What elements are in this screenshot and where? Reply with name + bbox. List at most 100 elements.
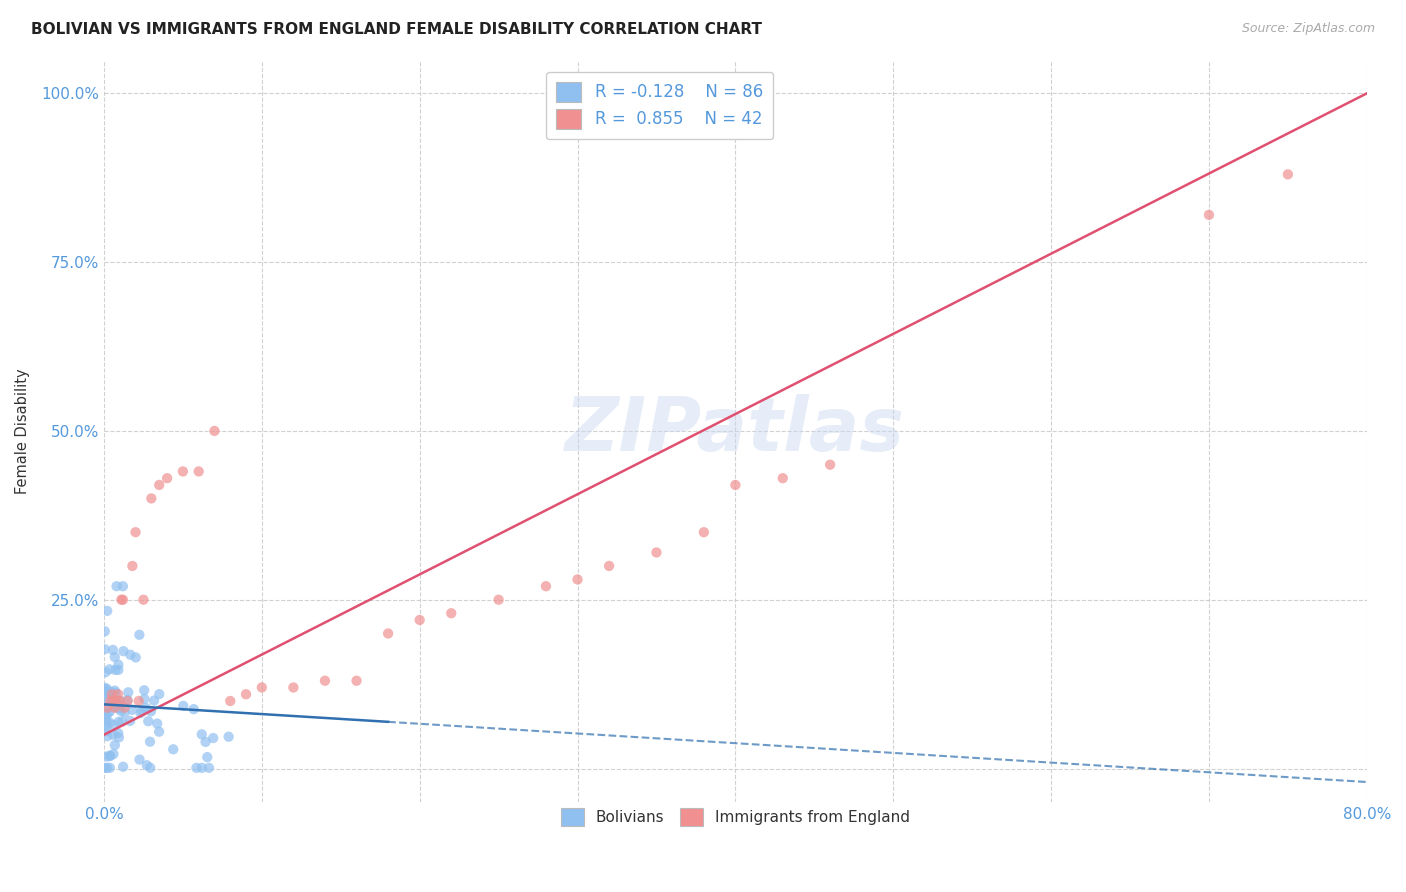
Point xyxy=(724,478,747,492)
Point xyxy=(567,573,589,587)
Point xyxy=(98,749,121,764)
Point xyxy=(408,613,430,627)
Point xyxy=(98,694,121,708)
Point xyxy=(101,643,124,657)
Point xyxy=(110,592,132,607)
Point xyxy=(1277,167,1299,181)
Point xyxy=(645,545,668,559)
Point xyxy=(148,687,170,701)
Point xyxy=(191,761,214,775)
Point xyxy=(96,724,118,739)
Point xyxy=(114,700,136,714)
Point xyxy=(104,686,127,700)
Point xyxy=(172,698,194,713)
Point xyxy=(283,681,305,695)
Point xyxy=(129,706,152,720)
Text: BOLIVIAN VS IMMIGRANTS FROM ENGLAND FEMALE DISABILITY CORRELATION CHART: BOLIVIAN VS IMMIGRANTS FROM ENGLAND FEMA… xyxy=(31,22,762,37)
Point xyxy=(148,478,170,492)
Point xyxy=(250,681,273,695)
Point xyxy=(94,624,117,639)
Point xyxy=(202,731,225,745)
Legend: Bolivians, Immigrants from England: Bolivians, Immigrants from England xyxy=(551,798,920,836)
Point xyxy=(195,750,218,764)
Point xyxy=(94,701,117,715)
Point xyxy=(96,729,118,743)
Point xyxy=(135,701,157,715)
Point xyxy=(190,727,212,741)
Point xyxy=(96,700,118,714)
Point xyxy=(117,693,139,707)
Point xyxy=(183,702,205,716)
Point xyxy=(96,604,118,618)
Point xyxy=(107,714,129,729)
Y-axis label: Female Disability: Female Disability xyxy=(15,368,30,494)
Point xyxy=(107,657,129,672)
Point xyxy=(1198,208,1220,222)
Point xyxy=(128,694,150,708)
Point xyxy=(98,761,121,775)
Point xyxy=(107,726,129,740)
Point xyxy=(139,761,162,775)
Point xyxy=(134,691,156,706)
Point xyxy=(135,758,157,772)
Point xyxy=(110,704,132,718)
Point xyxy=(488,592,510,607)
Point xyxy=(346,673,368,688)
Point xyxy=(105,694,128,708)
Point xyxy=(141,491,163,506)
Point xyxy=(94,683,117,698)
Point xyxy=(772,471,794,485)
Point xyxy=(111,592,134,607)
Point xyxy=(134,683,156,698)
Point xyxy=(124,525,146,540)
Point xyxy=(121,558,143,573)
Point xyxy=(156,471,179,485)
Point xyxy=(104,700,127,714)
Point xyxy=(146,716,169,731)
Point xyxy=(314,673,336,688)
Point xyxy=(96,692,118,706)
Point xyxy=(96,761,118,775)
Point xyxy=(117,685,139,699)
Point xyxy=(107,701,129,715)
Point xyxy=(112,644,135,658)
Point xyxy=(98,715,121,730)
Point xyxy=(94,761,117,775)
Point xyxy=(100,685,122,699)
Text: Source: ZipAtlas.com: Source: ZipAtlas.com xyxy=(1241,22,1375,36)
Point xyxy=(108,694,131,708)
Point xyxy=(172,465,194,479)
Point xyxy=(235,687,257,701)
Point xyxy=(101,687,124,701)
Point xyxy=(94,665,117,680)
Point xyxy=(117,694,139,708)
Point xyxy=(111,579,134,593)
Point xyxy=(132,592,155,607)
Point xyxy=(96,714,118,728)
Point xyxy=(187,465,209,479)
Point xyxy=(96,692,118,706)
Point xyxy=(104,738,127,752)
Point xyxy=(98,662,121,676)
Point xyxy=(97,686,120,700)
Point xyxy=(94,681,117,695)
Point xyxy=(204,424,226,438)
Point xyxy=(194,735,217,749)
Point xyxy=(148,724,170,739)
Point xyxy=(162,742,184,756)
Point xyxy=(114,706,136,720)
Point xyxy=(131,704,153,718)
Point xyxy=(105,579,128,593)
Point xyxy=(98,748,121,763)
Point xyxy=(120,648,142,662)
Point xyxy=(128,628,150,642)
Point xyxy=(377,626,399,640)
Point xyxy=(440,606,463,620)
Point xyxy=(96,681,118,696)
Point xyxy=(120,714,142,728)
Point xyxy=(107,687,129,701)
Point xyxy=(121,703,143,717)
Point xyxy=(534,579,557,593)
Point xyxy=(96,719,118,733)
Point xyxy=(125,650,148,665)
